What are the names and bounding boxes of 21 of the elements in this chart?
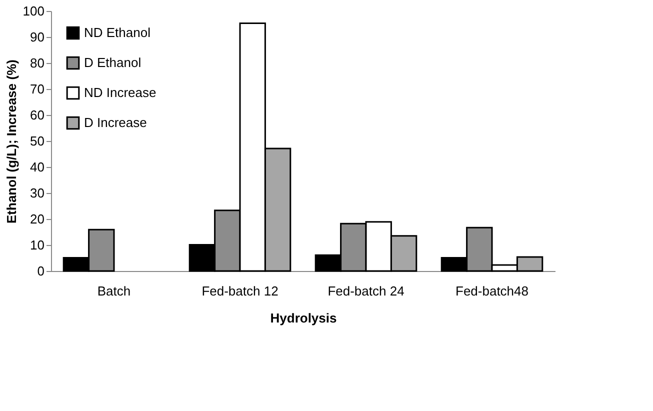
x-tick-label: Fed-batch48 (456, 284, 528, 298)
y-tick-label: 0 (37, 264, 44, 278)
x-tick-label: Batch (97, 284, 131, 298)
y-tick-label: 60 (30, 108, 44, 122)
y-tick-label: 90 (30, 30, 44, 44)
y-tick-label: 50 (30, 134, 44, 148)
x-tick-label: Fed-batch 24 (328, 284, 404, 298)
legend-label: D Increase (84, 115, 147, 130)
y-tick-label: 80 (30, 56, 44, 70)
x-tick-label: Fed-batch 12 (202, 284, 278, 298)
y-tick-label: 100 (22, 4, 44, 18)
legend-label: D Ethanol (84, 55, 142, 70)
y-tick-label: 40 (30, 160, 44, 174)
y-axis-title: Ethanol (g/L); Increase (%) (4, 60, 19, 224)
y-tick-label: 10 (30, 238, 44, 252)
legend-label: ND Ethanol (84, 25, 151, 40)
legend-label: ND Increase (84, 85, 156, 100)
y-tick-label: 20 (30, 212, 44, 226)
y-tick-label: 70 (30, 82, 44, 96)
x-axis-title: Hydrolysis (270, 310, 337, 326)
y-tick-label: 30 (30, 186, 44, 200)
